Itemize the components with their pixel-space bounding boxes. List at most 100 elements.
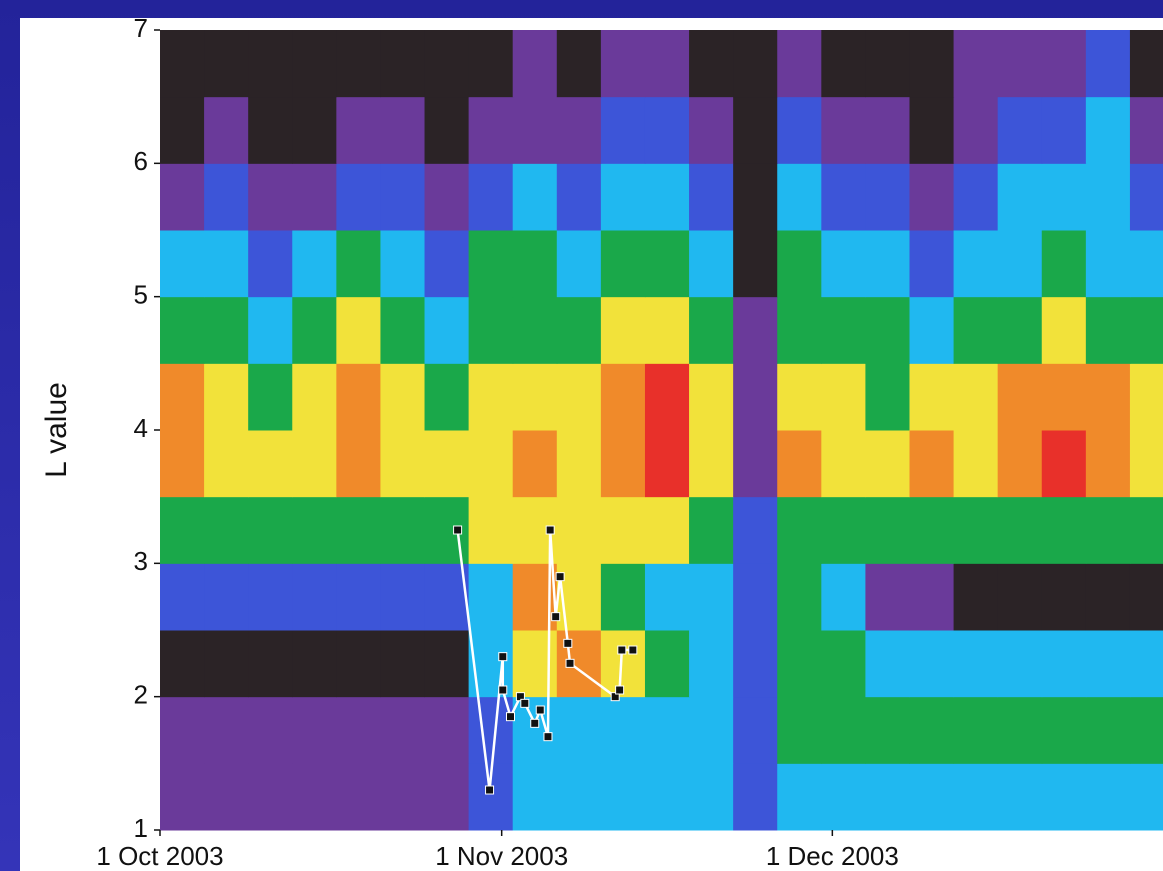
plasmapause-point: [543, 732, 553, 742]
heatmap-cell: [997, 630, 1043, 698]
heatmap-cell: [600, 296, 646, 364]
heatmap-cell: [733, 430, 778, 498]
heatmap-cell: [909, 30, 955, 98]
plasmapause-point: [563, 638, 573, 648]
heatmap-cell: [1129, 96, 1163, 164]
heatmap-cell: [292, 163, 337, 231]
x-tick-label: 1 Dec 2003: [766, 841, 899, 871]
heatmap-cell: [160, 163, 205, 231]
heatmap-cell: [512, 230, 558, 298]
heatmap-cell: [380, 696, 426, 764]
heatmap-cell: [424, 163, 470, 231]
heatmap-cell: [292, 296, 337, 364]
heatmap-cell: [733, 230, 778, 298]
heatmap-cell: [468, 296, 514, 364]
heatmap-cell: [1041, 630, 1087, 698]
heatmap-cell: [380, 763, 426, 831]
heatmap-cell: [865, 96, 910, 164]
heatmap-cell: [248, 230, 293, 298]
heatmap-cell: [336, 296, 381, 364]
heatmap-cell: [380, 630, 426, 698]
heatmap-cell: [204, 563, 249, 631]
heatmap-cell: [865, 363, 910, 431]
heatmap-cell: [689, 563, 734, 631]
heatmap-cell: [1085, 630, 1131, 698]
heatmap-cell: [733, 696, 778, 764]
heatmap-cell: [1085, 430, 1131, 498]
heatmap-cell: [1129, 496, 1163, 564]
heatmap-cell: [204, 30, 249, 98]
plasmapause-point: [628, 645, 638, 655]
heatmap-cell: [424, 563, 470, 631]
heatmap-cell: [204, 763, 249, 831]
heatmap-cell: [997, 363, 1043, 431]
heatmap-cell: [292, 563, 337, 631]
heatmap-cell: [512, 430, 558, 498]
heatmap-cell: [468, 96, 514, 164]
plasmapause-point: [498, 685, 508, 695]
heatmap-cell: [1041, 696, 1087, 764]
plasmapause-point: [520, 698, 530, 708]
heatmap-cell: [777, 296, 822, 364]
heatmap-cell: [689, 230, 734, 298]
heatmap-cell: [248, 496, 293, 564]
heatmap-cell: [909, 696, 955, 764]
heatmap-cell: [689, 630, 734, 698]
heatmap-cell: [1129, 763, 1163, 831]
heatmap-cell: [512, 630, 558, 698]
heatmap-cell: [600, 230, 646, 298]
heatmap-cell: [160, 96, 205, 164]
heatmap-cell: [336, 30, 381, 98]
heatmap-cell: [512, 296, 558, 364]
heatmap-cell: [1085, 363, 1131, 431]
heatmap-cell: [556, 363, 602, 431]
heatmap-cell: [336, 96, 381, 164]
heatmap-cell: [953, 630, 999, 698]
heatmap-cell: [1041, 363, 1087, 431]
heatmap-cell: [1085, 96, 1131, 164]
heatmap-cell: [292, 96, 337, 164]
heatmap-cell: [909, 630, 955, 698]
heatmap-cell: [909, 163, 955, 231]
heatmap-cell: [292, 430, 337, 498]
heatmap-cell: [777, 363, 822, 431]
heatmap-cell: [512, 30, 558, 98]
heatmap-cell: [997, 696, 1043, 764]
heatmap-cell: [468, 163, 514, 231]
heatmap-cell: [865, 430, 910, 498]
heatmap-cell: [160, 430, 205, 498]
heatmap-cell: [336, 496, 381, 564]
heatmap-cell: [689, 96, 734, 164]
heatmap-cell: [689, 163, 734, 231]
heatmap-cell: [600, 430, 646, 498]
heatmap-cell: [600, 30, 646, 98]
heatmap-cell: [997, 296, 1043, 364]
y-axis-label: L value: [40, 382, 73, 478]
heatmap-cell: [336, 630, 381, 698]
heatmap-cell: [380, 163, 426, 231]
heatmap-cell: [204, 363, 249, 431]
heatmap-cell: [1041, 230, 1087, 298]
heatmap-cell: [204, 430, 249, 498]
heatmap-cell: [821, 563, 866, 631]
y-tick-label: 3: [134, 546, 148, 576]
heatmap-cell: [336, 163, 381, 231]
heatmap-cell: [997, 563, 1043, 631]
heatmap-cell: [644, 763, 690, 831]
heatmap-cell: [556, 230, 602, 298]
heatmap-cell: [777, 30, 822, 98]
heatmap-cell: [248, 696, 293, 764]
heatmap-cell: [600, 163, 646, 231]
heatmap-cell: [160, 630, 205, 698]
heatmap-cell: [777, 96, 822, 164]
plasmapause-point: [545, 525, 555, 535]
plasmapause-point: [615, 685, 625, 695]
heatmap-cell: [733, 163, 778, 231]
heatmap-cell: [600, 763, 646, 831]
heatmap-cell: [1041, 496, 1087, 564]
heatmap-cell: [204, 696, 249, 764]
plasmapause-point: [617, 645, 627, 655]
heatmap-cell: [600, 496, 646, 564]
y-tick-label: 5: [134, 280, 148, 310]
